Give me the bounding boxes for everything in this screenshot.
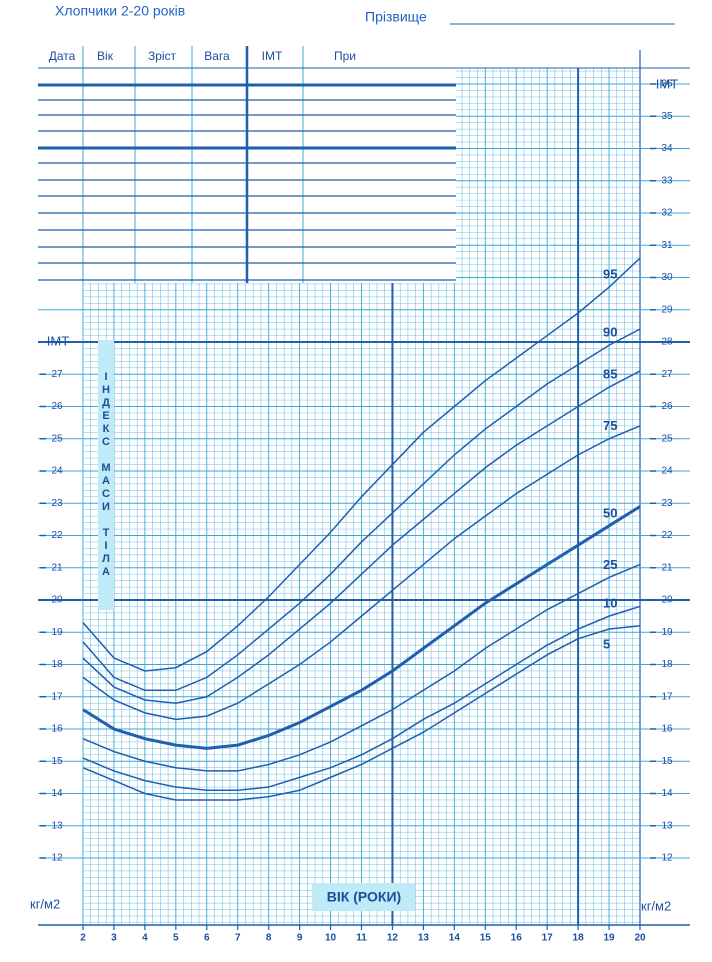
x-tick-label: 11 — [356, 933, 367, 944]
y-tick-label: 34 — [661, 143, 673, 154]
x-tick-label: 2 — [80, 933, 86, 944]
y-tick-label: 20 — [51, 595, 63, 606]
percentile-curve — [82, 425, 641, 721]
unit-right: кг/м2 — [641, 898, 671, 913]
y-tick-label: 15 — [661, 756, 673, 767]
y-tick-label: 20 — [661, 595, 673, 606]
x-tick-label: 7 — [235, 933, 241, 944]
x-axis-label: ВІК (РОКИ) — [327, 889, 401, 905]
curve-label: 85 — [603, 367, 617, 382]
curve-label: 50 — [603, 505, 617, 520]
table-header: ІМТ — [262, 49, 283, 63]
y-tick-label: 17 — [661, 691, 673, 702]
y-tick-label: 25 — [661, 433, 673, 444]
y-tick-label: 23 — [51, 498, 63, 509]
y-tick-label: 12 — [51, 853, 63, 864]
y-tick-label: 27 — [51, 369, 63, 380]
y-tick-label: 26 — [51, 401, 63, 412]
y-tick-label: 17 — [51, 691, 63, 702]
table-header: При — [334, 49, 356, 63]
x-tick-label: 19 — [603, 933, 615, 944]
percentile-curve — [82, 257, 641, 672]
table-header: Зріст — [148, 49, 177, 63]
marks — [82, 257, 641, 801]
y-tick-label: 33 — [661, 175, 673, 186]
x-tick-label: 20 — [634, 933, 646, 944]
x-tick-label: 8 — [266, 933, 272, 944]
x-tick-label: 4 — [142, 933, 148, 944]
y-tick-label: 13 — [51, 820, 63, 831]
y-tick-label: 26 — [661, 401, 673, 412]
curve-label: 25 — [603, 557, 617, 572]
y-tick-label: 16 — [51, 724, 63, 735]
y-tick-label: 21 — [51, 562, 63, 573]
curve-label: 90 — [603, 325, 617, 340]
x-tick-label: 3 — [111, 933, 117, 944]
x-tick-label: 6 — [204, 933, 210, 944]
x-tick-label: 18 — [573, 933, 585, 944]
y-tick-label: 12 — [661, 853, 673, 864]
y-tick-label: 18 — [51, 659, 63, 670]
y-tick-label: 22 — [661, 530, 673, 541]
y-tick-label: 27 — [661, 369, 673, 380]
x-tick-label: 10 — [325, 933, 337, 944]
percentile-curve — [82, 563, 641, 772]
table-header: Вага — [204, 49, 230, 63]
y-tick-label: 13 — [661, 820, 673, 831]
table-header: Вік — [97, 49, 114, 63]
y-tick-label: 29 — [661, 304, 673, 315]
y-tick-label: 14 — [51, 788, 63, 799]
x-tick-label: 9 — [297, 933, 303, 944]
x-tick-label: 15 — [480, 933, 492, 944]
curve-label: 5 — [603, 636, 610, 651]
y-tick-label: 28 — [661, 337, 673, 348]
y-tick-label: 31 — [661, 240, 673, 251]
percentile-curve — [82, 370, 641, 704]
xlabel-box — [312, 883, 415, 911]
x-tick-label: 17 — [542, 933, 554, 944]
x-tick-label: 14 — [449, 933, 461, 944]
y-axis-vertical-label: ІНДЕКС МАСИ ТІЛА — [98, 340, 114, 610]
name-label: Прізвище — [365, 9, 427, 25]
y-tick-label: 30 — [661, 272, 673, 283]
curve-label: 10 — [603, 596, 617, 611]
y-tick-label: 16 — [661, 724, 673, 735]
y-tick-label: 19 — [661, 627, 673, 638]
y-tick-label: 24 — [661, 466, 673, 477]
x-tick-label: 16 — [511, 933, 523, 944]
x-tick-label: 12 — [387, 933, 399, 944]
curve-label: 95 — [603, 267, 617, 282]
table-header: Дата — [49, 49, 76, 63]
y-tick-label: 23 — [661, 498, 673, 509]
y-tick-label: 18 — [661, 659, 673, 670]
y-tick-label: 32 — [661, 208, 673, 219]
record-table — [38, 46, 690, 283]
unit-left: кг/м2 — [30, 896, 60, 911]
percentile-curve — [82, 505, 641, 750]
y-tick-label: 36 — [661, 79, 673, 90]
percentile-curve — [82, 625, 641, 801]
percentile-curve — [82, 328, 641, 692]
y-tick-label: 14 — [661, 788, 673, 799]
y-tick-label: 21 — [661, 562, 673, 573]
y-tick-label: 19 — [51, 627, 63, 638]
curve-label: 75 — [603, 418, 617, 433]
y-axis-label: ІМТ — [656, 76, 678, 91]
y-tick-label: 15 — [51, 756, 63, 767]
percentile-curve — [82, 605, 641, 792]
y-tick-label: 25 — [51, 433, 63, 444]
x-tick-label: 5 — [173, 933, 179, 944]
y-tick-label: 24 — [51, 466, 63, 477]
y-tick-label: 22 — [51, 530, 63, 541]
chart-title: Хлопчики 2-20 років — [55, 3, 185, 19]
x-tick-label: 13 — [418, 933, 430, 944]
y-axis-label: ІМТ — [47, 333, 69, 348]
y-tick-label: 35 — [661, 111, 673, 122]
